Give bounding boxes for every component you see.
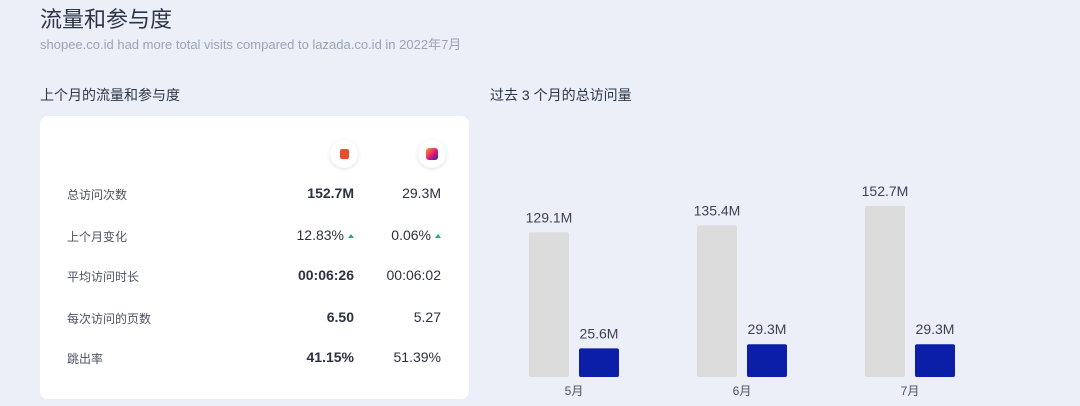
bar-value-label: 135.4M xyxy=(694,202,741,218)
x-axis-tick-label: 6月 xyxy=(733,384,752,398)
bar-value-label: 152.7M xyxy=(862,183,909,199)
bar-lazada-0[interactable] xyxy=(579,348,619,377)
up-arrow-icon xyxy=(435,234,441,238)
metric-row-avg-duration: 平均访问时长 00:06:26 00:06:02 xyxy=(40,267,469,288)
lazada-value-wrap: 0.06% xyxy=(391,227,441,243)
shopee-value-wrap: 12.83% xyxy=(297,227,354,243)
bar-value-label: 129.1M xyxy=(526,209,573,225)
x-axis-tick-label: 5月 xyxy=(565,384,584,398)
lazada-heart-icon xyxy=(426,148,438,160)
lazada-value: 5.27 xyxy=(413,309,441,325)
bar-shopee-0[interactable] xyxy=(529,232,569,377)
lazada-value: 0.06% xyxy=(391,227,431,243)
metric-label: 每次访问的页数 xyxy=(67,312,152,326)
shopee-bag-icon xyxy=(339,149,349,159)
bar-lazada-1[interactable] xyxy=(747,344,787,377)
metric-row-total-visits: 总访问次数 152.7M 29.3M xyxy=(40,185,469,206)
shopee-value: 152.7M xyxy=(307,185,354,201)
metric-row-bounce-rate: 跳出率 41.15% 51.39% xyxy=(40,349,469,370)
bar-chart-svg: 129.1M 25.6M 5月 135.4M 29.3M 6月 152.7M 29.3M 7月 xyxy=(526,183,955,398)
traffic-engagement-card: 总访问次数 152.7M 29.3M 上个月变化 12.83% 0.06% 平均… xyxy=(40,116,469,399)
visits-section-title: 过去 3 个月的总访问量 xyxy=(490,87,632,103)
lazada-logo-icon[interactable] xyxy=(418,140,446,168)
bar-lazada-2[interactable] xyxy=(915,344,955,377)
up-arrow-icon xyxy=(348,234,354,238)
metric-label: 上个月变化 xyxy=(67,230,128,244)
bar-shopee-1[interactable] xyxy=(697,225,737,377)
bar-value-label: 25.6M xyxy=(580,325,619,341)
lazada-value: 29.3M xyxy=(402,185,441,201)
metric-label: 总访问次数 xyxy=(67,188,128,202)
x-axis-tick-label: 7月 xyxy=(901,384,920,398)
metric-row-monthly-change: 上个月变化 12.83% 0.06% xyxy=(40,227,469,248)
metric-row-pages-per-visit: 每次访问的页数 6.50 5.27 xyxy=(40,309,469,330)
bar-shopee-2[interactable] xyxy=(865,206,905,377)
shopee-value: 00:06:26 xyxy=(297,267,354,283)
shopee-logo-icon[interactable] xyxy=(330,140,358,168)
bar-value-label: 29.3M xyxy=(748,321,787,337)
shopee-value: 41.15% xyxy=(306,349,354,365)
shopee-value: 6.50 xyxy=(326,309,354,325)
traffic-section-title: 上个月的流量和参与度 xyxy=(40,87,180,103)
shopee-value: 12.83% xyxy=(296,227,344,243)
metric-label: 跳出率 xyxy=(67,352,104,366)
bar-value-label: 29.3M xyxy=(916,321,955,337)
lazada-value: 51.39% xyxy=(393,349,441,365)
page-title: 流量和参与度 xyxy=(40,7,173,32)
visits-bar-chart: 129.1M 25.6M 5月 135.4M 29.3M 6月 152.7M 29.3M 7月 xyxy=(480,110,1080,406)
lazada-value: 00:06:02 xyxy=(386,267,442,283)
metric-label: 平均访问时长 xyxy=(67,270,140,284)
page-subtitle: shopee.co.id had more total visits compa… xyxy=(40,37,462,52)
